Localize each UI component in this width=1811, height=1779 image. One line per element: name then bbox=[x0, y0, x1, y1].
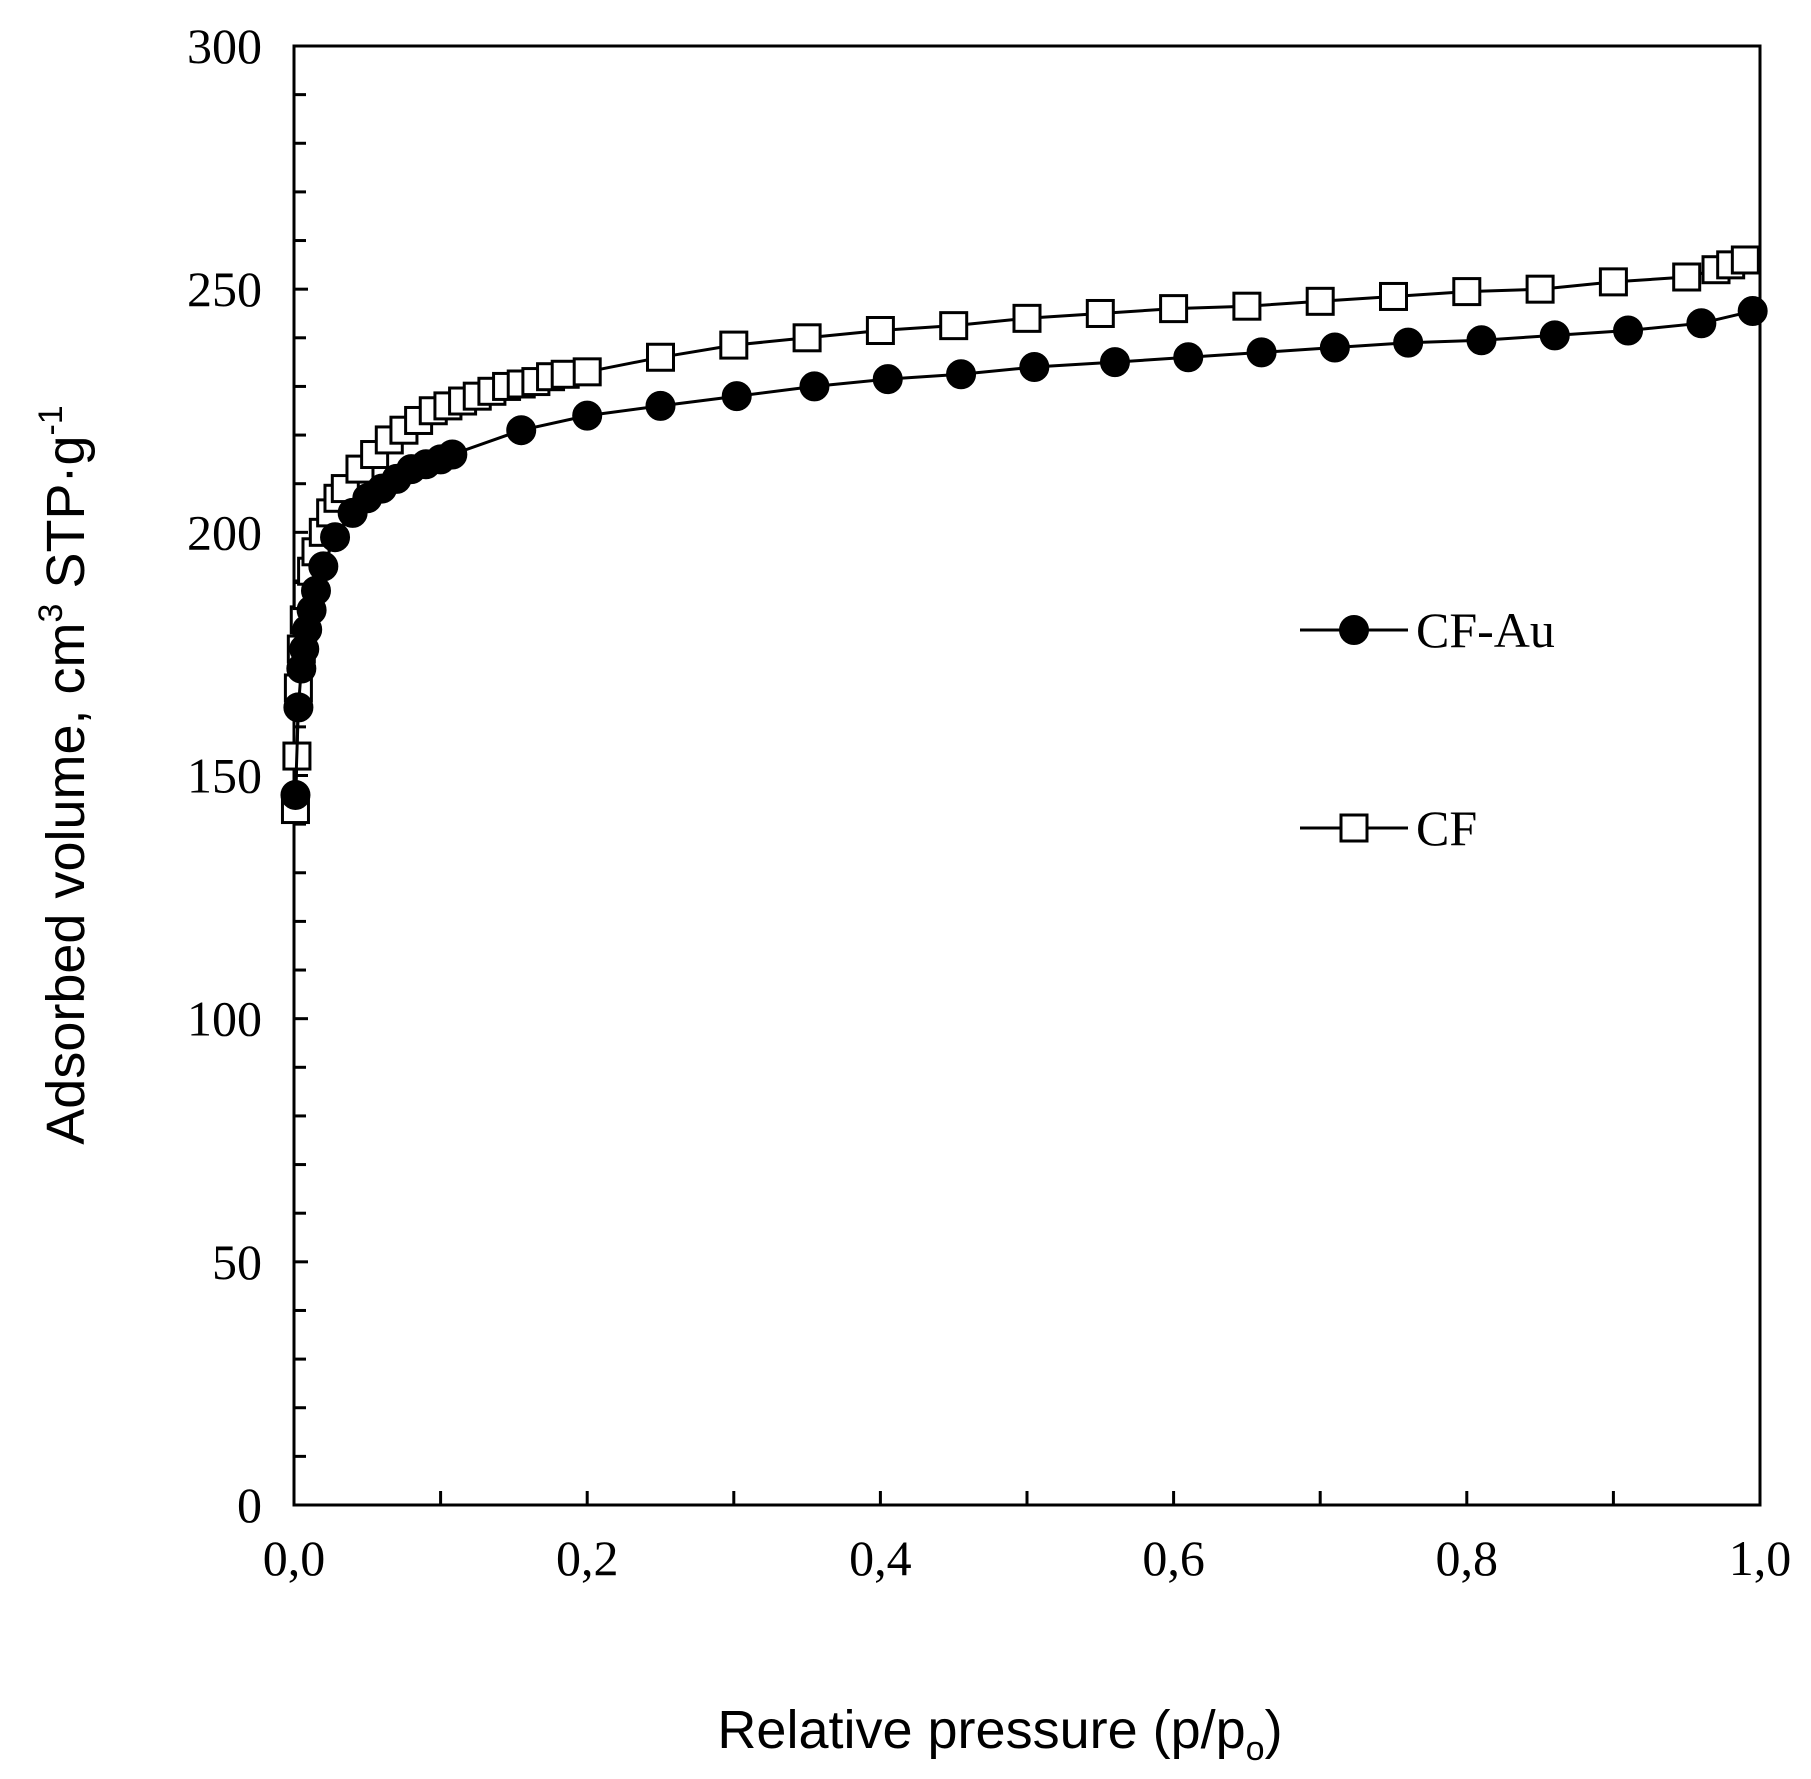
legend-item-cf-au: CF-Au bbox=[1300, 602, 1555, 658]
legend-marker bbox=[1339, 615, 1369, 645]
data-point bbox=[1232, 291, 1262, 321]
data-point bbox=[1379, 281, 1408, 311]
data-point bbox=[1598, 267, 1628, 297]
data-point bbox=[1539, 320, 1570, 351]
series-cf bbox=[280, 245, 1760, 825]
data-point bbox=[865, 316, 895, 346]
y-tick-label: 0 bbox=[237, 1477, 262, 1533]
series-cf-au bbox=[280, 296, 1768, 810]
data-point bbox=[645, 390, 676, 421]
x-tick-label: 0,0 bbox=[263, 1530, 326, 1586]
data-point bbox=[1466, 325, 1497, 356]
y-axis-title: Adsorbed volume, cm3 STP·g-1 bbox=[32, 405, 96, 1144]
data-point bbox=[1246, 337, 1277, 368]
legend-marker bbox=[1339, 813, 1369, 843]
data-point bbox=[1613, 315, 1644, 346]
y-tick-label: 300 bbox=[187, 18, 262, 74]
data-point bbox=[1085, 298, 1115, 328]
data-point bbox=[572, 400, 603, 431]
y-tick-label: 100 bbox=[187, 991, 262, 1047]
data-point bbox=[320, 522, 351, 553]
data-point bbox=[1319, 332, 1350, 363]
tick-labels: 0 50 100 150 200 250 300 0,0 0,2 0,4 0,6 0,8 1,0 bbox=[187, 18, 1791, 1586]
data-point bbox=[1173, 342, 1204, 373]
legend: CF-Au CF bbox=[1300, 602, 1555, 856]
data-point bbox=[308, 551, 339, 582]
x-axis-title: Relative pressure (p/po) bbox=[717, 1700, 1282, 1768]
data-point bbox=[1672, 262, 1702, 292]
data-point bbox=[280, 779, 311, 810]
data-point bbox=[646, 342, 675, 372]
data-point bbox=[506, 415, 537, 446]
legend-item-cf: CF bbox=[1300, 800, 1477, 856]
data-point bbox=[872, 364, 903, 395]
data-point bbox=[1730, 245, 1760, 275]
x-tick-label: 1,0 bbox=[1729, 1530, 1792, 1586]
data-point bbox=[792, 323, 822, 353]
data-point bbox=[719, 330, 749, 360]
minor-ticks bbox=[292, 44, 1762, 1507]
data-point bbox=[939, 311, 969, 341]
x-tick-label: 0,8 bbox=[1436, 1530, 1499, 1586]
data-point bbox=[1019, 351, 1050, 382]
x-tick-label: 0,2 bbox=[556, 1530, 619, 1586]
y-tick-label: 50 bbox=[212, 1234, 262, 1290]
series-line bbox=[294, 258, 1746, 810]
y-tick-label: 150 bbox=[187, 748, 262, 804]
data-point bbox=[437, 439, 468, 470]
x-tick-label: 0,4 bbox=[849, 1530, 912, 1586]
data-point bbox=[1012, 303, 1042, 333]
legend-label: CF bbox=[1416, 800, 1477, 856]
data-point bbox=[799, 371, 830, 402]
data-point bbox=[1393, 327, 1424, 358]
y-tick-label: 250 bbox=[187, 261, 262, 317]
data-point bbox=[1099, 347, 1130, 378]
plot-frame bbox=[292, 44, 1762, 1507]
x-tick-label: 0,6 bbox=[1142, 1530, 1205, 1586]
legend-label: CF-Au bbox=[1416, 602, 1555, 658]
data-point bbox=[572, 357, 602, 387]
data-point bbox=[1525, 274, 1555, 304]
data-point bbox=[1159, 294, 1189, 324]
data-point bbox=[721, 381, 752, 412]
data-point bbox=[1686, 308, 1717, 339]
data-point bbox=[1452, 277, 1482, 307]
series-layer bbox=[280, 245, 1768, 825]
data-point bbox=[946, 359, 977, 390]
data-point bbox=[283, 692, 314, 723]
y-tick-label: 200 bbox=[187, 504, 262, 560]
data-point bbox=[1305, 286, 1335, 316]
data-point bbox=[1737, 296, 1768, 327]
